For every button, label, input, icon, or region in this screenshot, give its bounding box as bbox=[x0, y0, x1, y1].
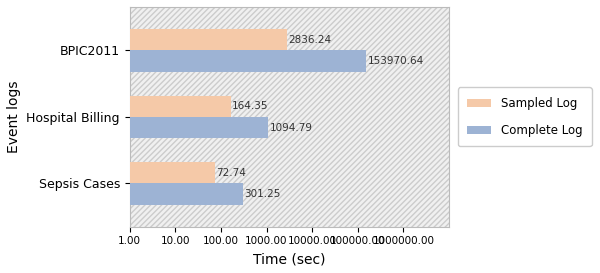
Text: 301.25: 301.25 bbox=[244, 189, 281, 199]
FancyBboxPatch shape bbox=[34, 0, 545, 273]
Y-axis label: Event logs: Event logs bbox=[7, 81, 21, 153]
Text: 1094.79: 1094.79 bbox=[270, 123, 313, 132]
Bar bbox=[0, 162, 215, 183]
Legend: Sampled Log, Complete Log: Sampled Log, Complete Log bbox=[458, 87, 592, 146]
Text: 164.35: 164.35 bbox=[232, 101, 269, 111]
Text: 153970.64: 153970.64 bbox=[368, 56, 424, 66]
Bar bbox=[0, 50, 366, 72]
Text: 72.74: 72.74 bbox=[216, 168, 246, 178]
Text: 2836.24: 2836.24 bbox=[289, 35, 332, 44]
Bar bbox=[0, 183, 243, 205]
Bar bbox=[0, 29, 287, 50]
Bar bbox=[0, 96, 231, 117]
Bar bbox=[0, 117, 268, 138]
X-axis label: Time (sec): Time (sec) bbox=[253, 252, 326, 266]
